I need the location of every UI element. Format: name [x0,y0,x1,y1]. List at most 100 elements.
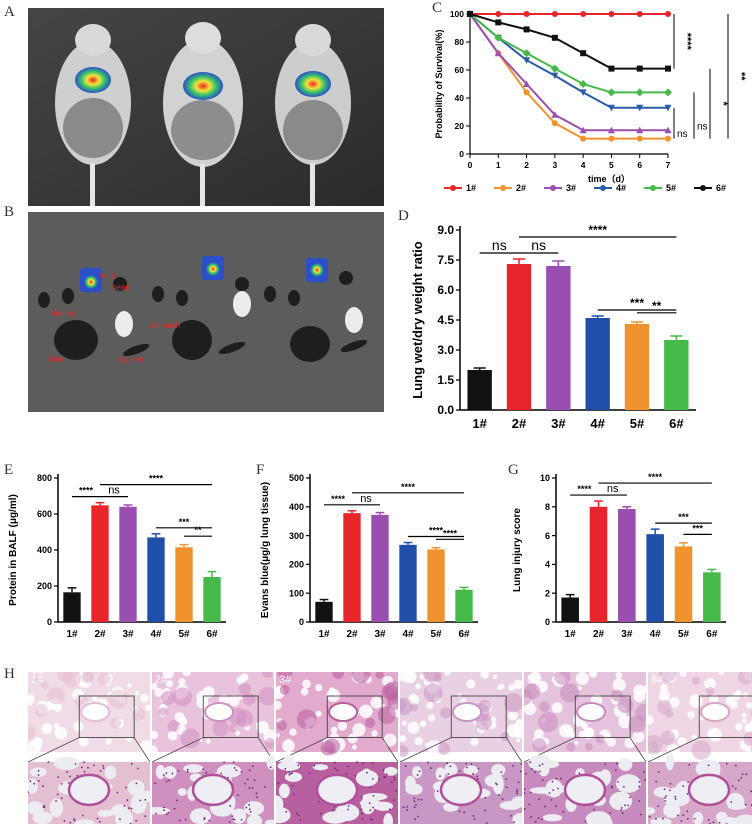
nucleus [165,772,168,775]
zoom-box [574,695,631,738]
nucleus [184,818,187,821]
bar-4# [646,534,664,622]
nucleus [47,761,50,764]
nucleus [680,820,683,822]
c-series-line-3# [469,13,668,132]
c-point [607,88,616,97]
nucleus [29,780,32,783]
x-tick-label: 5# [678,629,690,640]
alveolus [383,733,397,747]
significance-label: **** [429,526,444,536]
alveolus [371,730,378,737]
alveolus [513,725,522,739]
x-tick-label: 3# [122,629,134,640]
nucleus [737,779,740,782]
nucleus [687,781,689,784]
nucleus [528,803,531,806]
nucleus [515,790,518,793]
tissue-patch [400,744,409,757]
alveolus [330,726,338,734]
alveolus [352,723,366,737]
alveolus [315,710,322,717]
x-tick-label: 6# [206,629,218,640]
nucleus [297,764,300,767]
nucleus [519,770,522,773]
alveolus [665,753,674,771]
nucleus [404,765,407,767]
nucleus [228,821,231,823]
nucleus [446,762,449,765]
alveolus [480,672,490,679]
x-tick-label: 1# [472,416,487,431]
nucleus [256,796,259,799]
alveolus [415,683,422,690]
zoom-box [326,695,383,738]
alveolus [352,744,357,750]
significance-label: *** [678,512,689,522]
nucleus [345,772,348,775]
bronchiole [700,702,731,722]
nucleus [686,818,689,820]
nucleus [69,821,72,824]
nucleus [255,792,258,795]
nucleus [126,799,129,801]
nucleus [466,766,468,769]
alveolus [543,786,553,796]
nucleus [668,789,671,792]
c-point [580,50,587,57]
y-tick-label: 400 [37,545,52,555]
nucleus [43,805,45,807]
panel-letter-b: B [4,204,15,220]
y-tick-label: 1.5 [437,373,454,387]
nucleus [524,808,526,810]
y-tick-label: 6.0 [437,283,454,297]
c-point [635,88,644,97]
alveolus [302,679,311,689]
bar-1# [561,597,579,622]
survival-line-chart: 0 20 40 60 80 100 0 1 2 3 4 5 6 7 time（d） Probability o… [434,9,747,193]
nucleus [458,810,461,813]
tissue-patch [320,740,336,756]
alveolus [235,730,240,736]
nucleus [336,769,338,772]
panel-b-organ-image: lung heart kidney stomach liver spleen [28,212,384,412]
nucleus [37,780,40,782]
nucleus [130,762,133,765]
x-tick-label: 3# [551,416,566,431]
nucleus [537,817,540,820]
nucleus [253,779,256,782]
nucleus [505,786,508,789]
alveolus [695,759,717,778]
alveolus [574,741,579,746]
alveolus [541,760,560,768]
nucleus [510,815,512,817]
nucleus [389,808,391,811]
tissue-patch [503,693,522,713]
c-y-axis-label: Probability of Survival(%) [434,29,444,138]
nucleus [333,761,336,764]
alveolus [718,672,725,675]
nucleus [83,770,86,773]
alveolus [53,722,60,729]
significance-label: **** [588,223,607,237]
nucleus [232,818,234,820]
c-point [551,111,559,118]
nucleus [734,787,737,790]
alveolus [589,672,598,678]
x-tick-label: 2# [346,629,358,640]
c-x-tick-label: 2 [524,160,529,170]
nucleus [93,764,95,767]
alveolus [322,811,348,824]
nucleus [725,762,728,765]
y-tick-label: 8 [545,502,550,512]
nucleus [102,765,104,767]
nucleus [347,808,349,811]
nucleus [485,822,488,824]
c-legend-label: 6# [716,183,726,193]
alveolus [742,692,749,698]
histology-column-2: 2# [152,672,274,824]
nucleus [208,819,211,822]
tissue-patch [167,720,180,732]
label-spleen: spleen [120,355,144,364]
tissue-patch [532,738,547,753]
